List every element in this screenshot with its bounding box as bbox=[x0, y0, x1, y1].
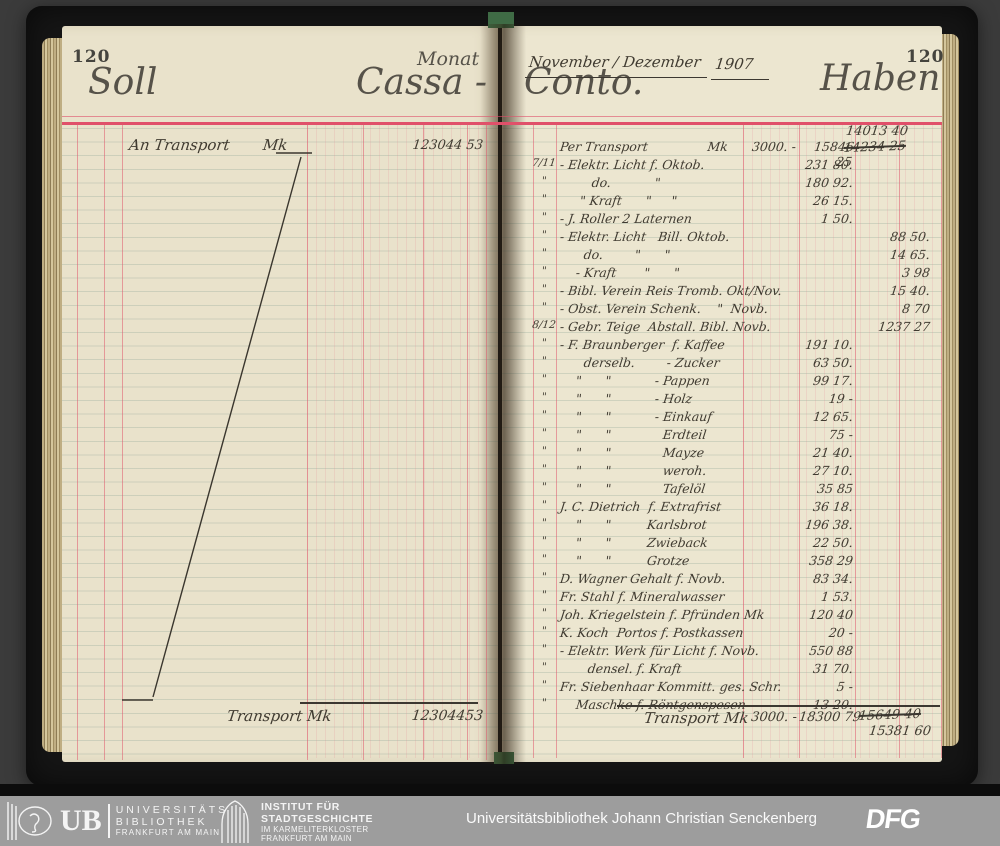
institut-line-2: STADTGESCHICHTE bbox=[261, 812, 374, 825]
right-sum-line bbox=[617, 705, 940, 707]
ledger-row: " - J. Roller 2 Laternen 1 50. bbox=[540, 211, 854, 226]
column-line bbox=[899, 123, 900, 758]
right-bottom-c1: 3000. - bbox=[750, 710, 798, 725]
ledger-row: " " " - Einkauf 12 65. bbox=[540, 409, 854, 424]
column-line bbox=[104, 123, 105, 760]
ledger-row: " do. " " 14 65. bbox=[540, 247, 931, 262]
ledger-right-page bbox=[502, 26, 942, 762]
column-line bbox=[363, 123, 364, 760]
footer-black-strip bbox=[0, 784, 1000, 796]
column-line bbox=[556, 123, 557, 758]
correction-struck-total: 14234 25 bbox=[843, 138, 907, 156]
page-edges-left bbox=[42, 38, 64, 752]
ledger-row: " - Obst. Verein Schenk. " Novb. 8 70 bbox=[540, 301, 931, 316]
account-title-conto: Conto. bbox=[524, 62, 644, 103]
column-line bbox=[743, 123, 744, 758]
institut-line-4: FRANKFURT AM MAIN bbox=[261, 834, 352, 844]
ledger-row: " " " weroh. 27 10. bbox=[540, 463, 854, 478]
ledger-row: " " " Tafelöl 35 85 bbox=[540, 481, 854, 496]
monat-label: Monat bbox=[417, 48, 480, 70]
ledger-row: " densel. f. Kraft 31 70. bbox=[540, 661, 854, 676]
month-underline bbox=[525, 77, 707, 78]
ub-line-1: UNIVERSITÄTS bbox=[115, 804, 229, 817]
ledger-row: " - F. Braunberger f. Kaffee 191 10. bbox=[540, 337, 854, 352]
ledger-row: " Fr. Siebenhaar Kommitt. ges. Schr. 5 - bbox=[540, 679, 854, 694]
ledger-row: " " Kraft " " 26 15. bbox=[540, 193, 854, 208]
column-title-soll: Soll bbox=[88, 62, 158, 103]
ledger-row: 8/12- Gebr. Teige Abstall. Bibl. Novb. 12… bbox=[531, 319, 931, 334]
column-line bbox=[423, 123, 424, 760]
column-line bbox=[799, 123, 800, 758]
right-bottom-c2: 18300 79 bbox=[798, 710, 862, 725]
column-title-haben: Haben bbox=[820, 58, 941, 99]
ledger-row: 7/11- Elektr. Licht f. Oktob. 231 80. bbox=[531, 157, 854, 172]
header-rule-thick bbox=[62, 122, 942, 125]
ledger-row: " - Bibl. Verein Reis Tromb. Okt/Nov. 15 4… bbox=[540, 283, 931, 298]
ub-divider bbox=[107, 804, 110, 838]
column-line bbox=[77, 123, 78, 760]
page-number-left: 120 bbox=[72, 47, 111, 67]
ledger-row: " " " Mayze 21 40. bbox=[540, 445, 854, 460]
ledger-row: " K. Koch Portos f. Postkassen 20 - bbox=[540, 625, 854, 640]
right-bottom-label: Transport Mk bbox=[643, 709, 750, 727]
ledger-row: " " " - Holz 19 - bbox=[540, 391, 854, 406]
year-underline bbox=[711, 79, 769, 80]
dfg-logo: DFG bbox=[863, 804, 923, 834]
ledger-row: " - Kraft " " 3 98 bbox=[540, 265, 931, 280]
ledger-row: " " " Zwieback 22 50. bbox=[540, 535, 854, 550]
page-number-right: 120 bbox=[906, 47, 945, 67]
fine-grid bbox=[307, 124, 486, 758]
year-value: 1907 bbox=[714, 55, 755, 73]
column-line bbox=[486, 123, 487, 760]
column-line bbox=[855, 123, 856, 758]
ledger-row: " D. Wagner Gehalt f. Novb. 83 34. bbox=[540, 571, 854, 586]
ub-goethe-icon bbox=[7, 802, 52, 840]
ledger-row: " - Elektr. Werk für Licht f. Novb. 550 88 bbox=[540, 643, 854, 658]
ledger-row: " " " - Pappen 99 17. bbox=[540, 373, 854, 388]
page-edges-right bbox=[941, 34, 959, 746]
institut-line-3: IM KARMELITERKLOSTER bbox=[261, 824, 369, 834]
ledger-row: " Joh. Kriegelstein f. Pfründen Mk 120 40 bbox=[540, 607, 854, 622]
correction-new-total: 14013 40 bbox=[845, 124, 909, 139]
ub-logo-group: UB UNIVERSITÄTS BIBLIOTHEK FRANKFURT AM … bbox=[6, 800, 228, 842]
ub-line-3: FRANKFURT AM MAIN bbox=[115, 828, 221, 838]
ledger-row: " do. " 180 92. bbox=[540, 175, 854, 190]
institut-text-block: INSTITUT FÜR STADTGESCHICHTE IM KARMELIT… bbox=[261, 801, 373, 844]
book-fold-shadow bbox=[480, 24, 526, 764]
ledger-row: " derselb. - Zucker 63 50. bbox=[540, 355, 854, 370]
fine-grid bbox=[743, 124, 941, 758]
ub-line-2: BIBLIOTHEK bbox=[115, 816, 208, 829]
ub-wordmark: UB bbox=[60, 804, 102, 837]
footer-banner: UB UNIVERSITÄTS BIBLIOTHEK FRANKFURT AM … bbox=[0, 796, 1000, 846]
ledger-row: " Fr. Stahl f. Mineralwasser 1 53. bbox=[540, 589, 854, 604]
ub-text-block: UNIVERSITÄTS BIBLIOTHEK FRANKFURT AM MAI… bbox=[116, 804, 228, 837]
institut-logo-group: INSTITUT FÜR STADTGESCHICHTE IM KARMELIT… bbox=[215, 800, 373, 844]
column-line bbox=[533, 123, 534, 758]
ledger-row: " " " Erdteil 75 - bbox=[540, 427, 854, 442]
column-line bbox=[941, 123, 942, 758]
ruled-lines bbox=[502, 128, 942, 758]
column-line bbox=[467, 123, 468, 760]
header-rule-thin bbox=[62, 116, 942, 117]
library-name: Universitätsbibliothek Johann Christian … bbox=[466, 810, 818, 827]
left-sum-line bbox=[300, 702, 478, 704]
ledger-row: " " " Grotze 358 29 bbox=[540, 553, 854, 568]
ledger-row: " J. C. Dietrich f. Extrafrist 36 18. bbox=[540, 499, 854, 514]
ledger-row: " - Elektr. Licht Bill. Oktob. 88 50. bbox=[540, 229, 931, 244]
karmeliterkloster-arch-icon bbox=[221, 800, 249, 843]
account-title-cassa: Cassa - bbox=[356, 62, 488, 103]
month-value: November / Dezember bbox=[528, 53, 702, 71]
right-bottom-corrected: 15381 60 bbox=[868, 724, 932, 739]
institut-line-1: INSTITUT FÜR bbox=[261, 800, 340, 813]
ledger-row: " " " Karlsbrot 196 38. bbox=[540, 517, 854, 532]
right-bottom-struck: 15649 40 bbox=[858, 706, 922, 724]
